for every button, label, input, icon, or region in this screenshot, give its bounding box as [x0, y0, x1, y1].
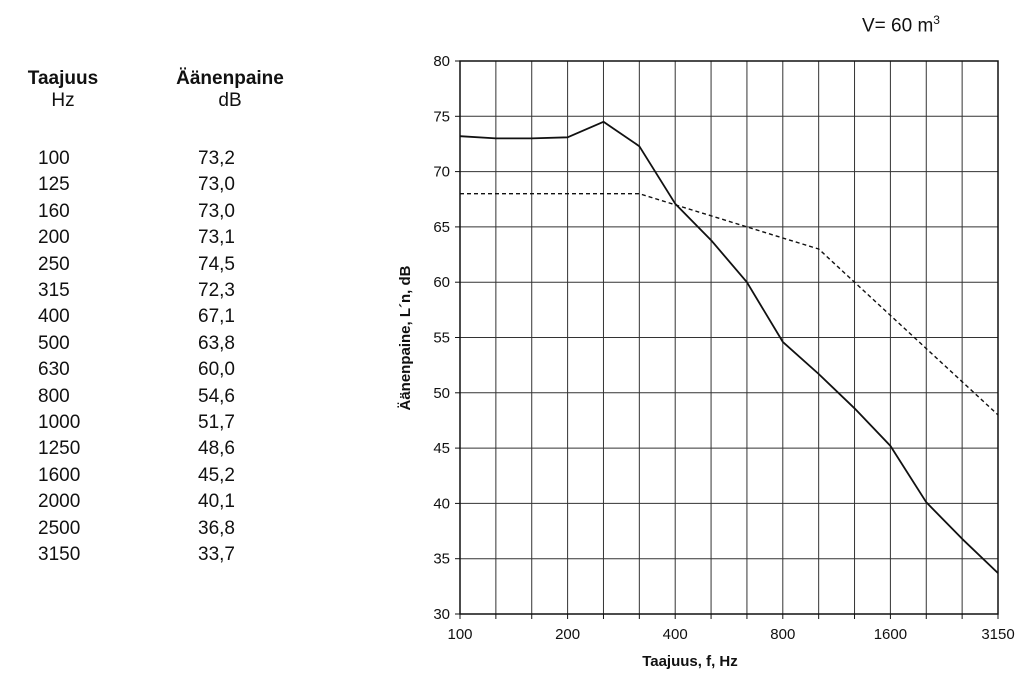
table-cell-level: 54,6: [198, 385, 235, 407]
x-tick-label: 100: [447, 626, 472, 643]
table-cell-level: 73,0: [198, 200, 235, 222]
x-tick-label: 200: [555, 626, 580, 643]
y-tick-label: 35: [433, 551, 450, 568]
y-tick-label: 45: [433, 440, 450, 457]
y-tick-label: 40: [433, 495, 450, 512]
table-cell-frequency: 315: [38, 280, 70, 301]
x-tick-label: 800: [770, 626, 795, 643]
y-tick-label: 80: [433, 53, 450, 70]
table-cell-frequency: 3150: [38, 544, 81, 565]
table-cell-level: 73,1: [198, 227, 235, 249]
col1-unit: Hz: [51, 90, 75, 111]
table-cell-level: 74,5: [198, 253, 235, 275]
table-cell-frequency: 2500: [38, 517, 81, 539]
y-tick-labels: 30 35 40 45 50 55 60 65 70 75 80: [433, 53, 450, 623]
table-cell-frequency: 160: [38, 200, 70, 222]
table-cell-frequency: 1600: [38, 464, 81, 486]
x-tick-label: 400: [663, 626, 688, 643]
x-axis-label: Taajuus, f, Hz: [642, 653, 738, 670]
y-tick-label: 65: [433, 219, 450, 236]
table-cell-frequency: 2000: [38, 491, 81, 513]
table-cell-frequency: 100: [38, 148, 70, 169]
table-cell-level: 72,3: [198, 280, 235, 301]
table-cell-frequency: 250: [38, 253, 70, 275]
y-tick-label: 30: [433, 606, 450, 623]
table-cell-level: 40,1: [198, 491, 235, 513]
series-line-dashed: [460, 192, 999, 416]
table-cell-frequency: 1000: [38, 412, 81, 433]
table-cell-level: 36,8: [198, 517, 235, 539]
y-tick-label: 70: [433, 164, 450, 181]
col1-header: Taajuus: [27, 68, 99, 89]
y-tick-label: 75: [433, 108, 450, 125]
volume-text: V= 60 m: [862, 15, 934, 37]
table-cell-level: 48,6: [198, 438, 235, 460]
table-cell-level: 73,0: [198, 174, 235, 196]
table-cell-frequency: 800: [38, 385, 70, 407]
table-cell-level: 67,1: [198, 306, 235, 328]
table-cell-frequency: 125: [38, 174, 70, 196]
table-cell-level: 51,7: [198, 412, 235, 433]
x-tick-labels: 100 200 400 800 1600 3150: [447, 626, 1014, 643]
x-tick-label: 3150: [981, 626, 1014, 643]
y-tick-label: 60: [433, 274, 450, 291]
table-cell-frequency: 500: [38, 332, 70, 354]
series-line-solid: [459, 120, 999, 574]
table-cell-level: 45,2: [198, 464, 235, 486]
table-cell-level: 63,8: [198, 332, 235, 354]
col2-header: Äänenpaine: [176, 68, 284, 89]
table-cell-frequency: 1250: [38, 438, 81, 460]
y-tick-label: 55: [433, 330, 450, 347]
y-axis-label: Äänenpaine, L´n, dB: [397, 265, 414, 410]
x-tick-label: 1600: [874, 626, 907, 643]
table-cell-frequency: 200: [38, 227, 70, 249]
y-tick-label: 50: [433, 385, 450, 402]
grid-major: [455, 60, 999, 619]
frequency-level-table: Taajuus Hz Äänenpaine dB 100 73,2 125 73,0 1…: [0, 0, 340, 673]
volume-label: V= 60 m3: [862, 13, 940, 37]
table-cell-level: 73,2: [198, 148, 235, 169]
table-cell-level: 33,7: [198, 544, 235, 565]
volume-exponent: 3: [933, 13, 940, 27]
table-cell-level: 60,0: [198, 359, 235, 381]
table-cell-frequency: 400: [38, 306, 70, 328]
col2-unit: dB: [218, 90, 242, 111]
series-lines: [459, 120, 999, 574]
table-cell-frequency: 630: [38, 359, 70, 381]
